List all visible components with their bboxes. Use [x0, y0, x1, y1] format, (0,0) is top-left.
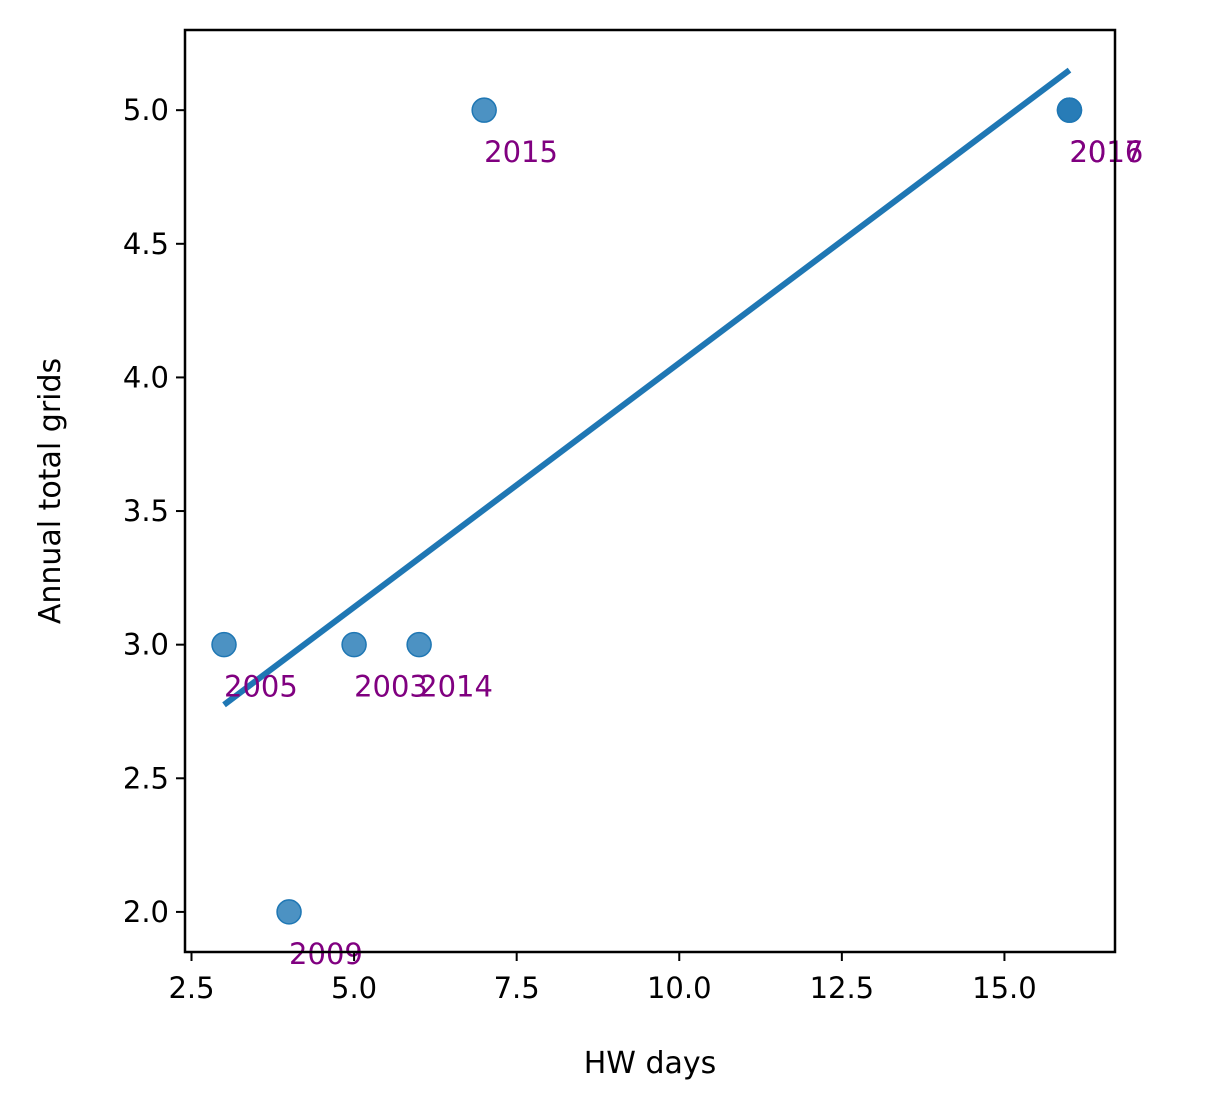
data-point — [211, 631, 237, 658]
data-point — [276, 899, 302, 925]
y-tick-label: 4.0 — [123, 360, 169, 394]
y-axis-label: Annual total grids — [33, 358, 68, 624]
y-tick-label: 4.5 — [123, 227, 169, 261]
x-axis: 2.5 5.0 7.5 10.0 12.5 15.0 — [168, 952, 1037, 1005]
y-tick-label: 2.5 — [123, 761, 169, 795]
point-label: 2003 — [354, 670, 428, 704]
data-point — [406, 631, 432, 658]
plot-frame — [183, 28, 1117, 954]
data-point — [1056, 97, 1083, 123]
x-axis-label: HW days — [584, 1046, 717, 1081]
data-point — [471, 97, 497, 123]
point-label: 2014 — [419, 670, 493, 704]
y-tick-label: 2.0 — [123, 895, 169, 929]
point-label: 2005 — [224, 670, 298, 704]
y-tick-label: 5.0 — [123, 93, 169, 127]
x-tick-label: 2.5 — [168, 971, 214, 1005]
y-axis: 2.0 2.5 3.0 3.5 4.0 4.5 5.0 — [123, 93, 185, 929]
point-label: 2016 — [1069, 135, 1143, 169]
x-tick-label: 7.5 — [494, 971, 540, 1005]
x-tick-label: 15.0 — [972, 971, 1037, 1005]
point-label: 2015 — [484, 135, 558, 169]
x-tick-label: 12.5 — [810, 971, 875, 1005]
x-tick-label: 10.0 — [647, 971, 712, 1005]
x-tick-label: 5.0 — [331, 971, 377, 1005]
point-label: 2009 — [289, 937, 363, 971]
point-label: 2017 — [1069, 135, 1143, 169]
data-point — [341, 631, 367, 658]
regression-line — [222, 67, 1072, 708]
y-tick-label: 3.5 — [123, 494, 169, 528]
y-tick-label: 3.0 — [123, 628, 169, 662]
